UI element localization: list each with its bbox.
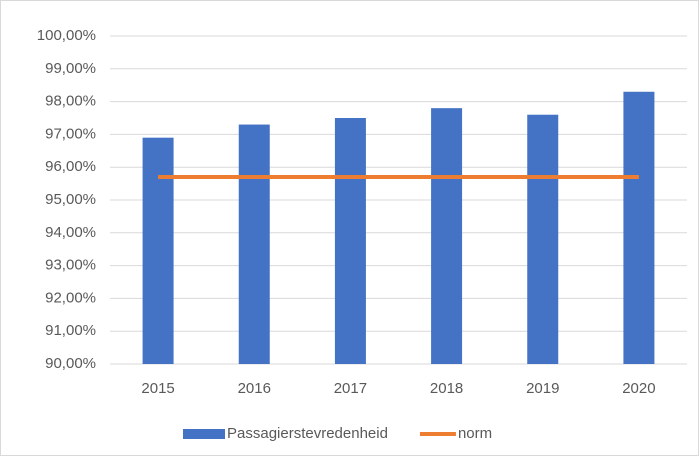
y-tick-label: 96,00%: [45, 158, 96, 175]
bar: [623, 91, 655, 364]
bar: [527, 114, 559, 364]
legend-label: Passagierstevredenheid: [227, 425, 388, 442]
x-tick-label: 2020: [622, 380, 655, 397]
x-tick-label: 2017: [334, 380, 367, 397]
x-tick-label: 2019: [526, 380, 559, 397]
y-tick-label: 97,00%: [45, 125, 96, 142]
y-tick-label: 92,00%: [45, 289, 96, 306]
y-tick-label: 94,00%: [45, 224, 96, 241]
bar: [142, 137, 174, 364]
y-tick-label: 91,00%: [45, 322, 96, 339]
y-tick-label: 95,00%: [45, 191, 96, 208]
y-tick-label: 93,00%: [45, 257, 96, 274]
x-tick-label: 2015: [141, 380, 174, 397]
y-tick-label: 99,00%: [45, 60, 96, 77]
x-tick-label: 2018: [430, 380, 463, 397]
y-tick-label: 90,00%: [45, 355, 96, 372]
x-tick-label: 2016: [238, 380, 271, 397]
y-tick-label: 100,00%: [37, 27, 96, 44]
legend-swatch: [183, 429, 225, 439]
bar: [431, 108, 463, 364]
bar: [334, 118, 366, 364]
bar: [238, 124, 270, 364]
legend-label: norm: [458, 425, 492, 442]
y-tick-label: 98,00%: [45, 93, 96, 110]
